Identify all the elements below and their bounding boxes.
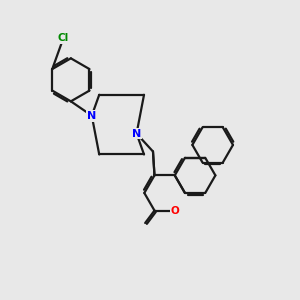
Text: Cl: Cl [58, 33, 69, 43]
Text: O: O [170, 206, 179, 216]
Text: N: N [87, 111, 96, 121]
Text: N: N [132, 129, 141, 139]
